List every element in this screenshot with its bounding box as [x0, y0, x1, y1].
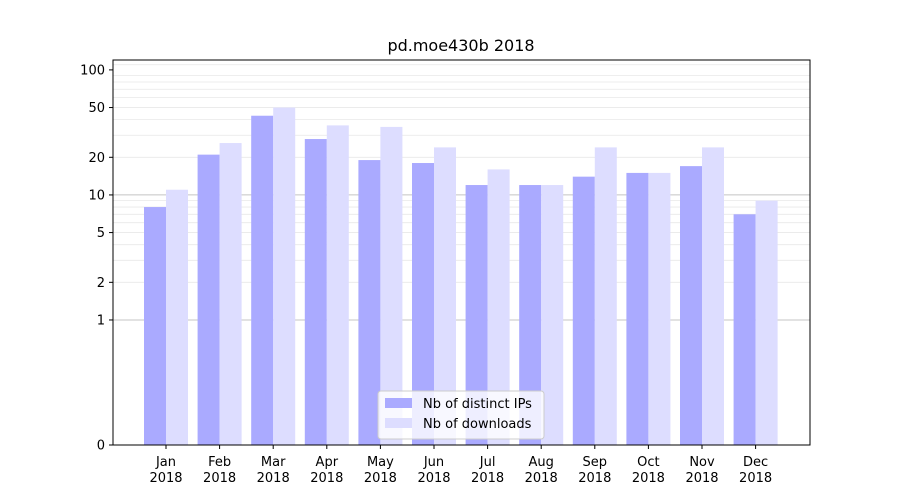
bar-downloads	[326, 125, 349, 445]
bar-distinct-ips	[251, 115, 274, 445]
x-tick-label-month: Oct	[637, 455, 659, 470]
x-tick-label-year: 2018	[525, 471, 558, 486]
bar-downloads	[434, 147, 456, 446]
bar-downloads	[594, 147, 617, 446]
y-tick-label: 1	[97, 313, 105, 328]
y-tick-label: 50	[88, 101, 105, 116]
x-tick-label-year: 2018	[310, 471, 343, 486]
bar-downloads	[541, 185, 564, 445]
bar-downloads	[755, 200, 778, 445]
bar-distinct-ips	[626, 172, 649, 445]
legend-swatch	[385, 418, 412, 428]
x-tick-label-month: Nov	[689, 455, 715, 470]
x-tick-label-year: 2018	[257, 471, 290, 486]
x-tick-label-year: 2018	[632, 471, 665, 486]
y-tick-label: 100	[80, 63, 105, 78]
bar-distinct-ips	[572, 176, 595, 445]
bar-downloads	[273, 107, 296, 446]
x-tick-label-month: Apr	[316, 455, 339, 470]
chart-title: pd.moe430b 2018	[387, 36, 534, 55]
bar-distinct-ips	[680, 166, 702, 445]
x-tick-label-month: Dec	[743, 455, 768, 470]
x-tick-label-year: 2018	[417, 471, 450, 486]
x-tick-label-year: 2018	[149, 471, 182, 486]
x-tick-label-year: 2018	[203, 471, 236, 486]
y-tick-label: 20	[88, 151, 105, 166]
x-tick-label-month: Jul	[479, 455, 496, 470]
bar-distinct-ips	[304, 139, 327, 445]
x-tick-label-month: Aug	[529, 455, 554, 470]
bar-distinct-ips	[358, 160, 381, 445]
y-tick-label: 10	[88, 188, 105, 203]
legend-swatch	[385, 398, 412, 408]
bar-distinct-ips	[733, 214, 756, 445]
bar-downloads	[166, 189, 188, 445]
bar-distinct-ips	[519, 185, 542, 445]
legend-label: Nb of distinct IPs	[423, 397, 532, 412]
bars	[144, 107, 778, 446]
bar-distinct-ips	[412, 163, 434, 445]
x-tick-label-month: May	[367, 455, 394, 470]
x-axis: Jan2018Feb2018Mar2018Apr2018May2018Jun20…	[149, 445, 772, 486]
bar-downloads	[648, 172, 671, 445]
bar-downloads	[219, 143, 242, 445]
x-tick-label-year: 2018	[471, 471, 504, 486]
x-tick-label-year: 2018	[739, 471, 772, 486]
legend: Nb of distinct IPs Nb of downloads	[377, 390, 545, 440]
bar-distinct-ips	[197, 154, 220, 446]
x-tick-label-year: 2018	[578, 471, 611, 486]
plot-frame	[112, 59, 811, 446]
x-tick-label-month: Jan	[155, 455, 176, 470]
bar-distinct-ips	[144, 207, 166, 445]
legend-label: Nb of downloads	[423, 417, 532, 432]
x-tick-label-month: Sep	[583, 455, 608, 470]
bar-downloads	[702, 147, 724, 446]
legend-box	[377, 390, 545, 440]
bar-distinct-ips	[465, 185, 488, 445]
bar-downloads	[380, 126, 403, 446]
y-tick-label: 0	[97, 439, 105, 454]
y-tick-label: 5	[97, 226, 105, 241]
y-axis: 0 1 2 5 10 20 50 100	[80, 63, 113, 454]
x-tick-label-year: 2018	[364, 471, 397, 486]
x-tick-label-month: Mar	[261, 455, 286, 470]
x-tick-label-year: 2018	[685, 471, 718, 486]
x-tick-label-month: Jun	[423, 455, 444, 470]
y-tick-label: 2	[97, 276, 105, 291]
x-tick-label-month: Feb	[208, 455, 231, 470]
bar-downloads	[487, 169, 510, 445]
